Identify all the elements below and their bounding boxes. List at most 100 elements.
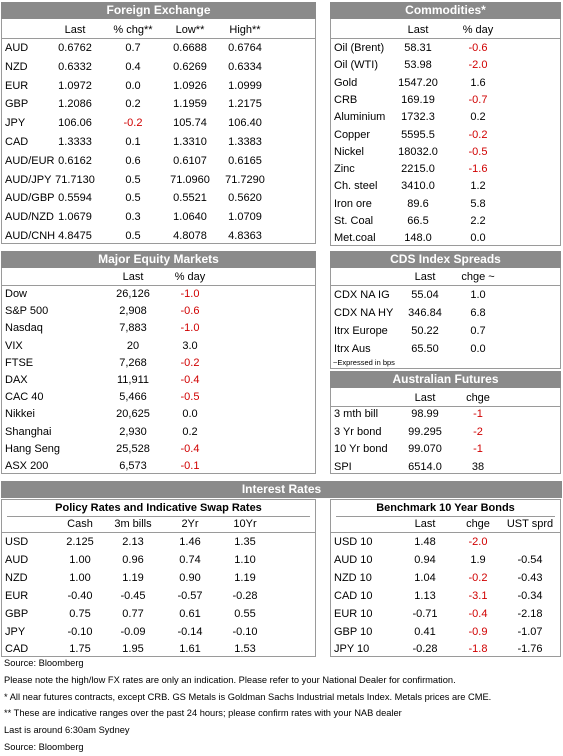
- value-cell: 0.61: [179, 607, 201, 620]
- value-cell: 0.41: [414, 625, 436, 638]
- row-label: AUD/EUR: [5, 154, 55, 167]
- value-cell: 0.6334: [228, 60, 262, 73]
- value-cell: -2.0: [468, 59, 488, 72]
- row-label: GBP: [5, 607, 29, 620]
- value-cell: 38: [471, 460, 485, 473]
- footer-line: Please note the high/low FX rates are on…: [4, 674, 456, 685]
- value-cell: 2,908: [119, 305, 147, 318]
- value-cell: 1.6: [470, 76, 486, 89]
- column-header: Low**: [175, 24, 205, 36]
- value-cell: 89.6: [407, 197, 429, 210]
- value-cell: 0.75: [69, 607, 91, 620]
- row-label: JPY: [5, 625, 26, 638]
- value-cell: -0.4: [180, 374, 200, 386]
- value-cell: 0.6162: [58, 154, 92, 167]
- value-cell: -0.10: [232, 625, 258, 638]
- column-header: % day: [174, 271, 206, 283]
- value-cell: 0.2: [182, 425, 198, 438]
- row-label: 3 mth bill: [334, 408, 379, 420]
- value-cell: 1.0: [470, 289, 486, 301]
- header-rule: [330, 406, 561, 407]
- value-cell: 2.2: [470, 215, 486, 227]
- column-header: Last: [407, 24, 429, 36]
- row-label: EUR: [5, 79, 29, 92]
- value-cell: 1.1959: [173, 98, 207, 111]
- column-header: UST sprd: [506, 518, 554, 530]
- section-subtitle: Policy Rates and Indicative Swap Rates: [7, 500, 310, 517]
- value-cell: 5.8: [470, 197, 486, 210]
- value-cell: 0.6332: [58, 60, 92, 73]
- row-label: EUR 10: [334, 607, 373, 620]
- row-label: JPY: [5, 117, 26, 130]
- value-cell: 1.00: [69, 571, 91, 584]
- value-cell: 7,268: [119, 356, 147, 369]
- footnote: ~Expressed in bps: [333, 358, 395, 367]
- value-cell: 6514.0: [408, 460, 442, 473]
- value-cell: 0.4: [125, 60, 141, 73]
- value-cell: 0.77: [122, 607, 144, 620]
- value-cell: -0.57: [177, 589, 203, 602]
- column-header: 3m bills: [114, 518, 152, 530]
- row-label: EUR: [5, 589, 29, 602]
- row-label: CDX NA HY: [334, 307, 394, 319]
- value-cell: 0.6: [125, 154, 141, 167]
- row-label: JPY 10: [334, 643, 370, 656]
- row-label: Oil (Brent): [334, 42, 385, 54]
- value-cell: 0.0: [470, 343, 486, 355]
- row-label: Met.coal: [334, 232, 376, 245]
- value-cell: 1.10: [234, 553, 256, 566]
- row-label: CAD: [5, 136, 29, 148]
- value-cell: 99.295: [408, 425, 442, 438]
- column-header: 10Yr: [233, 518, 257, 530]
- value-cell: 0.5620: [228, 192, 262, 205]
- section-title: Major Equity Markets: [1, 251, 316, 268]
- footer-line: Source: Bloomberg: [4, 742, 84, 752]
- value-cell: -0.71: [412, 607, 438, 620]
- row-label: S&P 500: [5, 305, 49, 318]
- value-cell: -1.8: [468, 643, 488, 656]
- row-label: Itrx Europe: [334, 325, 388, 337]
- value-cell: 98.99: [411, 408, 439, 420]
- value-cell: 0.6269: [173, 60, 207, 73]
- value-cell: -2: [473, 425, 483, 438]
- value-cell: 0.0: [125, 79, 141, 92]
- value-cell: -1.6: [468, 163, 488, 176]
- value-cell: -0.14: [177, 625, 203, 638]
- row-label: Dow: [5, 288, 28, 300]
- footer-line: * All near futures contracts, except CRB…: [4, 691, 492, 702]
- row-label: DAX: [5, 374, 28, 386]
- value-cell: 1.3383: [228, 136, 262, 148]
- value-cell: 1.53: [234, 643, 256, 656]
- value-cell: -0.43: [517, 571, 543, 584]
- value-cell: 53.98: [404, 59, 432, 72]
- value-cell: 1.0926: [173, 79, 207, 92]
- value-cell: 0.5: [125, 230, 141, 242]
- header-rule: [330, 38, 561, 39]
- value-cell: -0.4: [468, 607, 488, 620]
- row-label: FTSE: [5, 356, 34, 369]
- value-cell: 106.40: [228, 117, 262, 130]
- section-title: Commodities*: [330, 2, 561, 19]
- value-cell: 71.7290: [225, 173, 265, 186]
- section-subtitle: Benchmark 10 Year Bonds: [336, 500, 555, 517]
- value-cell: 1.0679: [58, 211, 92, 224]
- value-cell: 148.0: [404, 232, 432, 245]
- column-header: % chg**: [113, 24, 153, 36]
- row-label: GBP 10: [334, 625, 373, 638]
- value-cell: 1.2086: [58, 98, 92, 111]
- value-cell: 65.50: [411, 343, 439, 355]
- row-label: CDX NA IG: [334, 289, 390, 301]
- row-label: VIX: [5, 339, 23, 352]
- value-cell: 6.8: [470, 307, 486, 319]
- value-cell: -0.34: [517, 589, 543, 602]
- value-cell: 1.13: [414, 589, 436, 602]
- value-cell: -0.6: [468, 42, 488, 54]
- value-cell: 1.2175: [228, 98, 262, 111]
- value-cell: -0.28: [412, 643, 438, 656]
- value-cell: -0.2: [468, 128, 488, 141]
- row-label: CAD: [5, 643, 29, 656]
- header-rule: [330, 285, 561, 286]
- value-cell: 1.0709: [228, 211, 262, 224]
- row-label: USD: [5, 536, 29, 548]
- value-cell: -0.2: [180, 356, 200, 369]
